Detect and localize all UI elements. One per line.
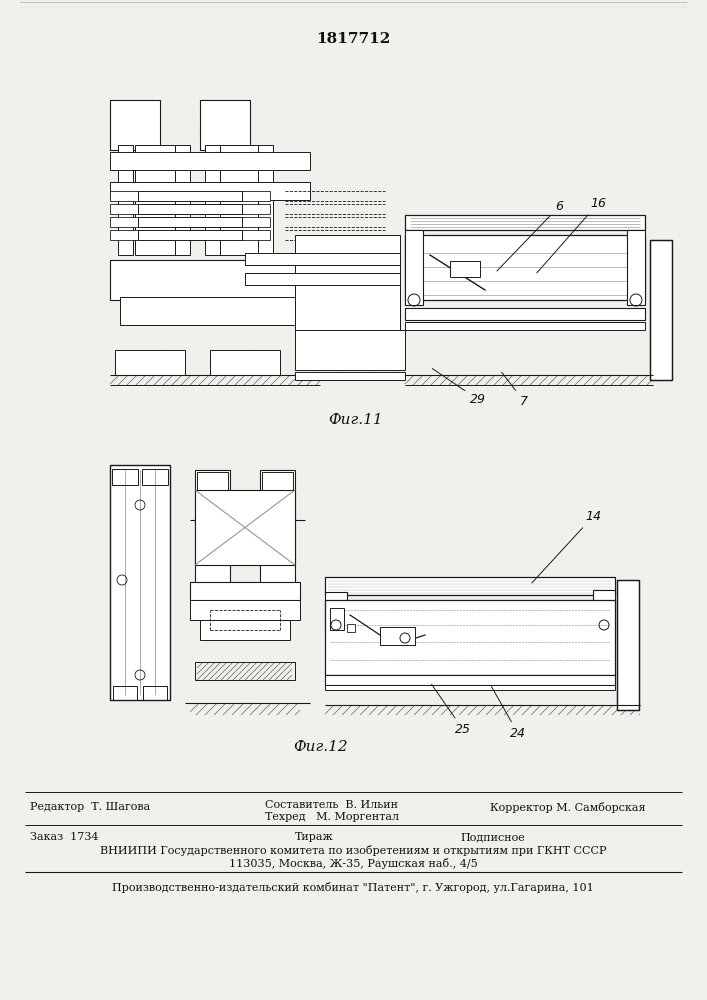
Bar	[138, 204, 242, 214]
Bar	[190, 582, 300, 600]
Bar	[245, 253, 400, 265]
Text: Составитель  В. Ильин: Составитель В. Ильин	[265, 800, 398, 810]
Text: 14: 14	[532, 510, 601, 583]
Bar	[200, 620, 290, 640]
Text: Редактор  Т. Шагова: Редактор Т. Шагова	[30, 802, 151, 812]
Bar	[593, 590, 615, 635]
Text: 113035, Москва, Ж-35, Раушская наб., 4/5: 113035, Москва, Ж-35, Раушская наб., 4/5	[228, 858, 477, 869]
Bar	[295, 235, 400, 330]
Text: 29: 29	[432, 369, 486, 406]
Bar	[242, 204, 270, 214]
Bar	[325, 675, 615, 685]
Bar	[135, 145, 175, 255]
Bar	[405, 308, 645, 320]
Text: Фиг.12: Фиг.12	[293, 740, 347, 754]
Bar	[330, 608, 344, 630]
Bar	[245, 273, 400, 285]
Bar	[143, 686, 167, 700]
Bar	[627, 230, 645, 305]
Bar	[260, 470, 295, 585]
Bar	[325, 577, 615, 595]
Text: 16: 16	[537, 197, 606, 273]
Bar	[325, 592, 347, 630]
Bar	[110, 191, 138, 201]
Bar	[118, 145, 133, 255]
Bar	[138, 191, 242, 201]
Bar	[617, 580, 639, 710]
Bar	[195, 470, 230, 585]
Bar	[347, 624, 355, 632]
Bar	[242, 230, 270, 240]
Text: 7: 7	[502, 372, 528, 408]
Bar	[220, 145, 260, 255]
Bar	[200, 100, 250, 150]
Bar	[110, 182, 310, 200]
Bar	[650, 240, 672, 380]
Bar	[195, 662, 295, 680]
Bar	[110, 260, 310, 300]
Text: Тираж: Тираж	[295, 832, 334, 842]
Bar	[210, 350, 280, 375]
Bar	[258, 145, 273, 255]
Bar	[617, 580, 639, 710]
Bar	[242, 217, 270, 227]
Bar	[380, 627, 415, 645]
Bar	[110, 465, 170, 700]
Bar	[120, 297, 300, 325]
Bar	[325, 600, 615, 675]
Text: Производственно-издательский комбинат "Патент", г. Ужгород, ул.Гагарина, 101: Производственно-издательский комбинат "П…	[112, 882, 594, 893]
Bar	[138, 230, 242, 240]
Bar	[195, 490, 295, 565]
Bar	[405, 215, 645, 230]
Text: Фиг.11: Фиг.11	[327, 413, 382, 427]
Bar	[112, 469, 138, 485]
Text: 24: 24	[491, 686, 526, 740]
Bar	[295, 372, 405, 380]
Bar	[197, 472, 228, 490]
Bar	[405, 235, 645, 300]
Bar	[325, 685, 615, 690]
Text: ВНИИПИ Государственного комитета по изобретениям и открытиям при ГКНТ СССР: ВНИИПИ Государственного комитета по изоб…	[100, 845, 606, 856]
Text: Подписное: Подписное	[460, 832, 525, 842]
Bar	[405, 230, 423, 305]
Bar	[175, 145, 190, 255]
Text: 6: 6	[497, 200, 563, 271]
Bar	[405, 322, 645, 330]
Bar	[142, 469, 168, 485]
Bar	[115, 350, 185, 375]
Bar	[110, 100, 160, 150]
Text: 1817712: 1817712	[316, 32, 390, 46]
Text: Заказ  1734: Заказ 1734	[30, 832, 98, 842]
Bar	[110, 204, 138, 214]
Text: 25: 25	[431, 684, 471, 736]
Bar	[113, 686, 137, 700]
Text: Корректор М. Самборская: Корректор М. Самборская	[490, 802, 645, 813]
Bar	[262, 472, 293, 490]
Bar	[110, 152, 310, 170]
Text: Техред   М. Моргентал: Техред М. Моргентал	[265, 812, 399, 822]
Bar	[205, 145, 220, 255]
Bar	[650, 240, 672, 380]
Bar	[190, 600, 300, 620]
Bar	[110, 230, 138, 240]
Bar	[242, 191, 270, 201]
Bar	[138, 217, 242, 227]
Bar	[110, 217, 138, 227]
Bar	[295, 330, 405, 370]
Bar	[450, 261, 480, 277]
